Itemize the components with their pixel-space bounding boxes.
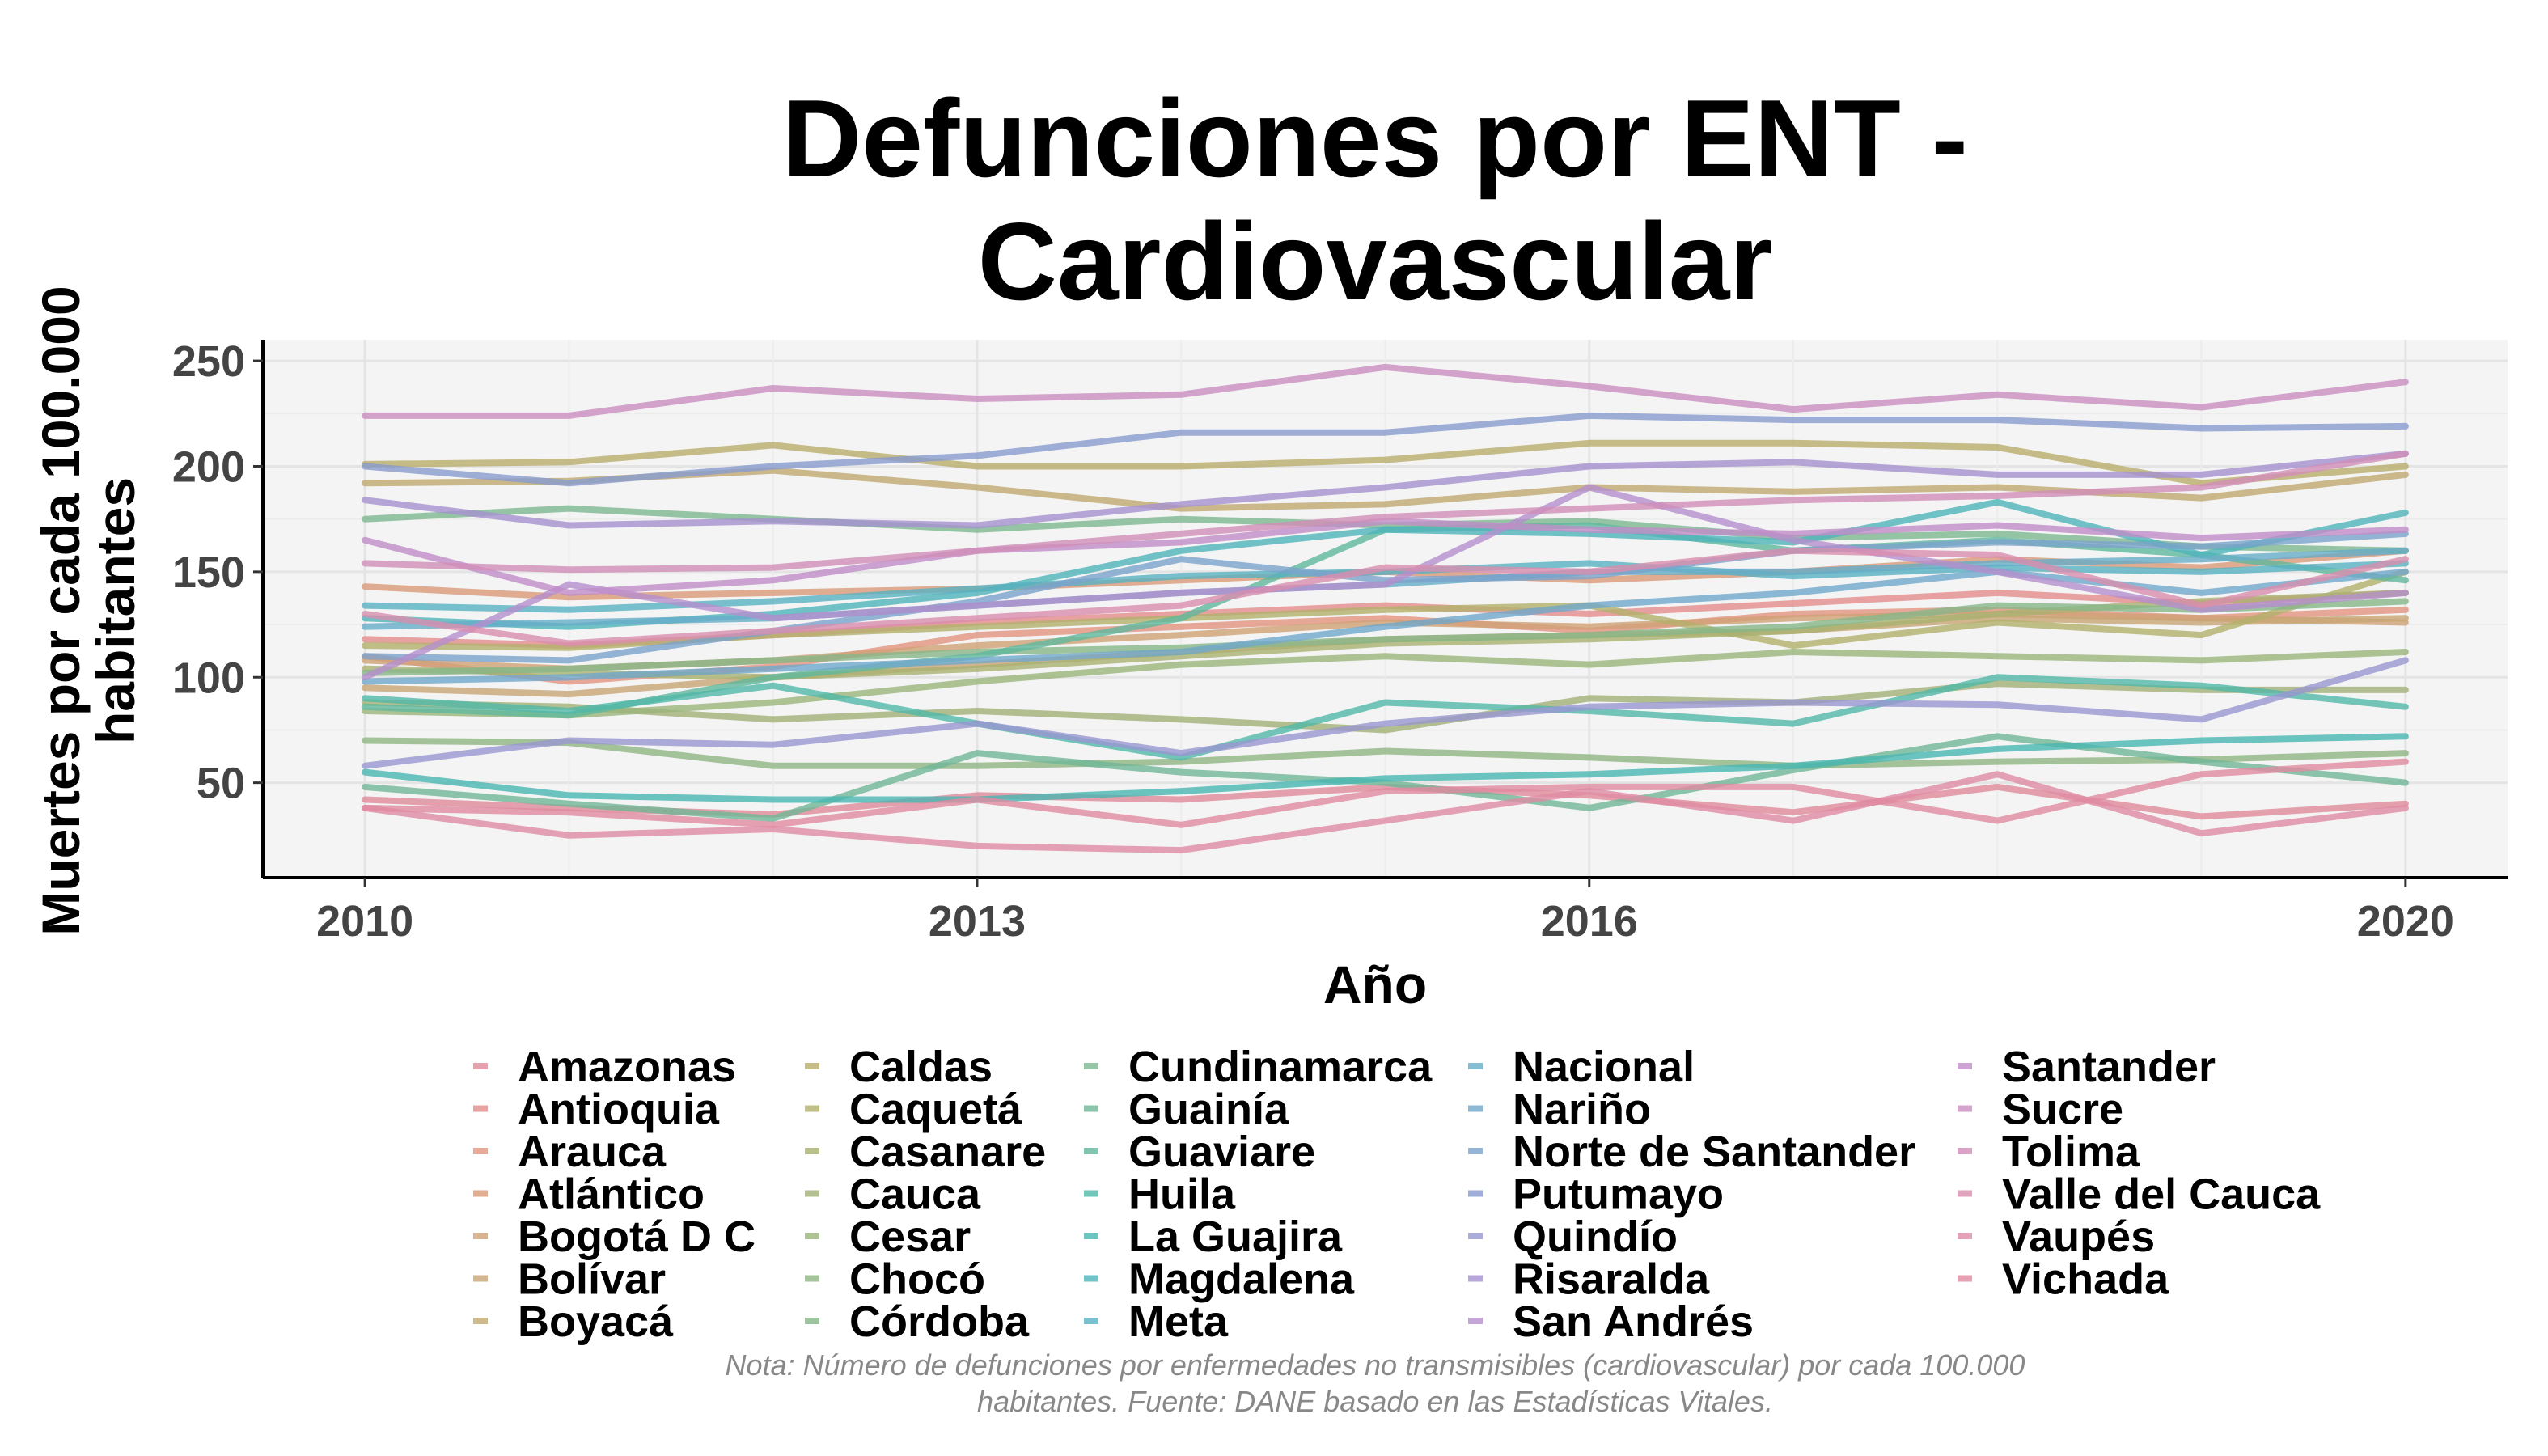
y-tick-label: 200 bbox=[172, 442, 245, 491]
legend-label: Magdalena bbox=[1128, 1255, 1355, 1304]
legend-label: Risaralda bbox=[1513, 1255, 1710, 1304]
series-line-norte-de-santander bbox=[362, 530, 2409, 664]
y-axis-title: Muertes por cada 100.000 habitantes bbox=[31, 286, 146, 935]
legend-label: Chocó bbox=[849, 1255, 985, 1304]
legend-label: Amazonas bbox=[518, 1043, 736, 1091]
legend-label: Caquetá bbox=[849, 1086, 1022, 1134]
x-tick-label: 2020 bbox=[2357, 897, 2454, 946]
series-line-huila bbox=[362, 674, 2409, 761]
legend-label: Guaviare bbox=[1128, 1128, 1315, 1176]
legend-label: Boyacá bbox=[518, 1297, 674, 1346]
series-line-quindío bbox=[362, 657, 2409, 769]
series-line-nariño bbox=[362, 568, 2409, 685]
legend-label: Bolívar bbox=[518, 1255, 666, 1304]
axes: 50 100 150 200 250 2010 2013 2016 2020 bbox=[172, 337, 2508, 946]
legend-label: Tolima bbox=[2002, 1128, 2140, 1176]
legend-label: Cundinamarca bbox=[1128, 1043, 1433, 1091]
series-line-cauca bbox=[362, 680, 2409, 734]
series-line-valle-del-cauca bbox=[362, 547, 2409, 647]
series-line-caldas bbox=[362, 439, 2409, 487]
series-line-sucre bbox=[362, 363, 2409, 419]
legend-label: Guainía bbox=[1128, 1086, 1289, 1134]
y-axis-title-line-1: Muertes por cada 100.000 bbox=[31, 286, 91, 935]
legend-label: Nacional bbox=[1513, 1043, 1695, 1091]
legend-label: Arauca bbox=[518, 1128, 667, 1176]
y-tick-label: 50 bbox=[197, 760, 245, 808]
y-tick-label: 150 bbox=[172, 548, 245, 597]
legend-label: Vaupés bbox=[2002, 1213, 2155, 1261]
series-lines bbox=[362, 363, 2409, 854]
legend-label: Bogotá D C bbox=[518, 1213, 756, 1261]
series-line-putumayo bbox=[362, 412, 2409, 487]
legend-label: Norte de Santander bbox=[1513, 1128, 1915, 1176]
y-tick-label: 250 bbox=[172, 337, 245, 386]
legend-label: Vichada bbox=[2002, 1255, 2169, 1304]
x-tick-label: 2010 bbox=[316, 897, 413, 946]
y-axis-title-line-2: habitantes bbox=[86, 477, 146, 744]
series-line-tolima bbox=[362, 450, 2409, 574]
series-line-vaupés bbox=[362, 771, 2409, 854]
series-line-vichada bbox=[362, 758, 2409, 828]
series-line-cesar bbox=[362, 649, 2409, 719]
legend-label: Putumayo bbox=[1513, 1170, 1724, 1219]
legend-label: La Guajira bbox=[1128, 1213, 1343, 1261]
legend-label: Huila bbox=[1128, 1170, 1236, 1219]
legend-label: Nariño bbox=[1513, 1086, 1651, 1134]
series-line-córdoba bbox=[362, 598, 2409, 676]
legend-label: Cesar bbox=[849, 1213, 971, 1261]
y-tick-label: 100 bbox=[172, 654, 245, 702]
series-line-cundinamarca bbox=[362, 505, 2409, 554]
legend-label: Cauca bbox=[849, 1170, 981, 1219]
series-line-chocó bbox=[362, 737, 2409, 769]
legend-label: Meta bbox=[1128, 1297, 1229, 1346]
caption-line-2: habitantes. Fuente: DANE basado en las E… bbox=[977, 1385, 1773, 1418]
series-line-san-andrés bbox=[362, 484, 2409, 681]
x-tick-label: 2016 bbox=[1541, 897, 1638, 946]
chart-title-line-2: Cardiovascular bbox=[978, 200, 1773, 323]
chart-title-line-1: Defunciones por ENT - bbox=[782, 77, 1968, 200]
legend-label: San Andrés bbox=[1513, 1297, 1754, 1346]
legend-label: Antioquia bbox=[518, 1086, 720, 1134]
legend-label: Caldas bbox=[849, 1043, 993, 1091]
legend-label: Córdoba bbox=[849, 1297, 1030, 1346]
legend-label: Casanare bbox=[849, 1128, 1046, 1176]
x-tick-label: 2013 bbox=[929, 897, 1026, 946]
legend-label: Atlántico bbox=[518, 1170, 705, 1219]
series-line-la-guajira bbox=[362, 733, 2409, 803]
x-axis-title: Año bbox=[1323, 954, 1427, 1014]
legend-label: Santander bbox=[2002, 1043, 2216, 1091]
series-line-risaralda bbox=[362, 450, 2409, 529]
legend-label: Quindío bbox=[1513, 1213, 1678, 1261]
series-line-santander bbox=[362, 518, 2409, 596]
legend-label: Valle del Cauca bbox=[2002, 1170, 2321, 1219]
legend-label: Sucre bbox=[2002, 1086, 2123, 1134]
caption-line-1: Nota: Número de defunciones por enfermed… bbox=[726, 1348, 2025, 1382]
